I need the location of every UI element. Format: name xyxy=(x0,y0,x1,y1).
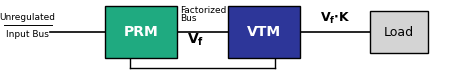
Text: Factorized: Factorized xyxy=(179,5,226,14)
Text: Bus: Bus xyxy=(179,14,196,22)
Text: PRM: PRM xyxy=(123,25,158,39)
Text: VTM: VTM xyxy=(246,25,280,39)
Text: Load: Load xyxy=(383,26,413,38)
Text: Input Bus: Input Bus xyxy=(6,29,48,38)
Bar xyxy=(369,11,427,53)
Bar xyxy=(105,6,177,58)
Text: $\mathbf{V_f}$: $\mathbf{V_f}$ xyxy=(187,32,204,48)
Text: Unregulated: Unregulated xyxy=(0,13,55,22)
Bar xyxy=(228,6,299,58)
Text: $\mathbf{V_f}$$\mathbf{\bullet K}$: $\mathbf{V_f}$$\mathbf{\bullet K}$ xyxy=(319,10,350,26)
